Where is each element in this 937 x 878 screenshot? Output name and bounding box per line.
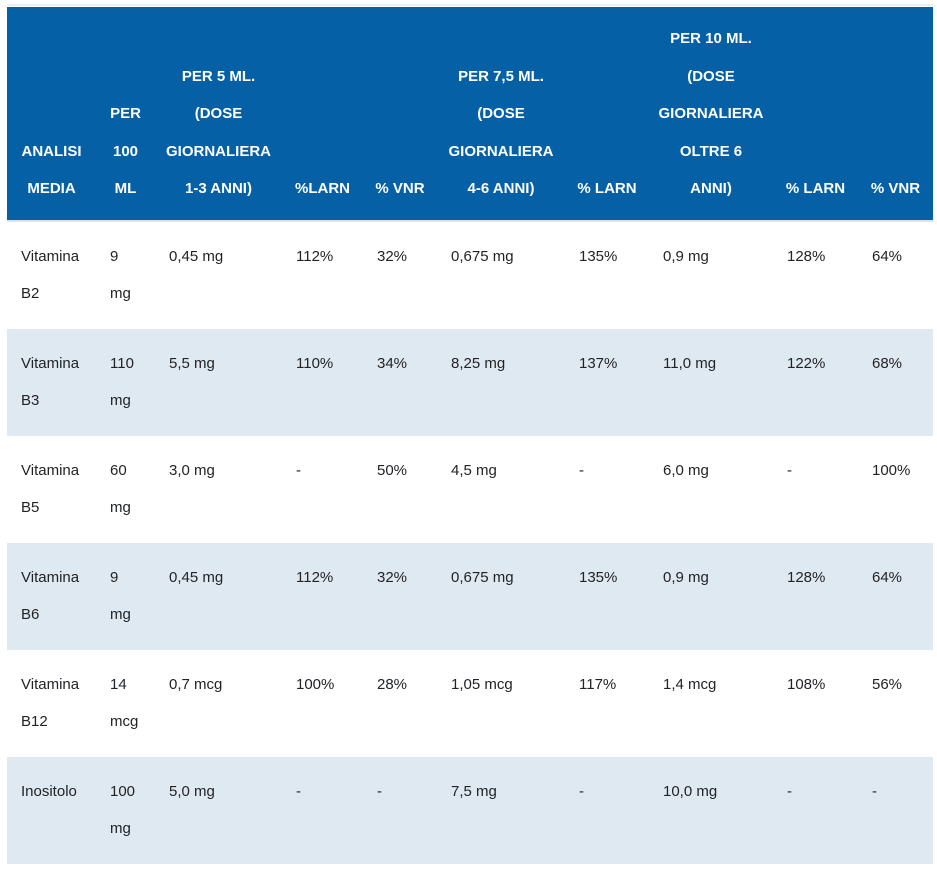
table-cell: 56% bbox=[872, 675, 903, 693]
table-cell: 64% bbox=[872, 247, 903, 265]
table-row-inositolo: Inositolo 100 mg 5,0 mg - - 7,5 mg - 10,… bbox=[7, 756, 933, 864]
table-cell: 108% bbox=[787, 675, 826, 693]
table-cell: 0,9 mg bbox=[663, 247, 709, 265]
table-cell: 0,9 mg bbox=[663, 568, 709, 586]
table-cell: 112% bbox=[296, 568, 334, 586]
table-cell: 28% bbox=[377, 675, 408, 693]
table-cell: Vitamina B3 bbox=[21, 354, 80, 410]
table-container: ANALISI MEDIA PER 100 ML PER 5 ML. (DOSE… bbox=[7, 4, 933, 864]
header-row: ANALISI MEDIA PER 100 ML PER 5 ML. (DOSE… bbox=[7, 7, 933, 222]
table-cell: 11,0 mg bbox=[663, 354, 717, 372]
table-cell: 7,5 mg bbox=[451, 782, 497, 800]
table-cell: 128% bbox=[787, 247, 826, 265]
table-cell: 64% bbox=[872, 568, 903, 586]
table-cell: Vitamina B5 bbox=[21, 461, 80, 517]
table-cell: 100% bbox=[872, 461, 911, 479]
table-cell: 100 mg bbox=[110, 782, 136, 838]
table-cell: - bbox=[296, 782, 301, 800]
table-cell: - bbox=[579, 782, 584, 800]
table-cell: 117% bbox=[579, 675, 617, 693]
table-cell: 122% bbox=[787, 354, 826, 372]
table-cell: 128% bbox=[787, 568, 826, 586]
table-cell: 68% bbox=[872, 354, 903, 372]
header-per-10-ml-dose-oltre-6-anni: PER 10 ML. (DOSE GIORNALIERA OLTRE 6 ANN… bbox=[649, 7, 773, 222]
header-larn-5ml: %LARN bbox=[282, 7, 363, 222]
table-cell: 0,45 mg bbox=[169, 568, 224, 586]
header-analisi-media: ANALISI MEDIA bbox=[7, 7, 96, 222]
table-cell: 0,675 mg bbox=[451, 247, 514, 265]
table-cell: 50% bbox=[377, 461, 408, 479]
table-cell: 9 mg bbox=[110, 568, 131, 624]
table-cell: 32% bbox=[377, 568, 408, 586]
table-header: ANALISI MEDIA PER 100 ML PER 5 ML. (DOSE… bbox=[7, 7, 933, 222]
table-cell: - bbox=[787, 782, 792, 800]
table-cell: Vitamina B2 bbox=[21, 247, 80, 303]
table-cell: 60 mg bbox=[110, 461, 131, 517]
header-larn-10ml: % LARN bbox=[773, 7, 858, 222]
table-cell: 1,4 mcg bbox=[663, 675, 717, 693]
table-cell: 3,0 mg bbox=[169, 461, 215, 479]
table-cell: 8,25 mg bbox=[451, 354, 506, 372]
table-cell: 9 mg bbox=[110, 247, 131, 303]
table-body: Vitamina B2 9 mg 0,45 mg 112% 32% 0,675 … bbox=[7, 220, 933, 864]
table-row-vitamina-b5: Vitamina B5 60 mg 3,0 mg - 50% 4,5 mg - … bbox=[7, 435, 933, 543]
table-row-vitamina-b3: Vitamina B3 110 mg 5,5 mg 110% 34% 8,25 … bbox=[7, 328, 933, 436]
table-cell: 137% bbox=[579, 354, 618, 372]
table-cell: 0,45 mg bbox=[169, 247, 224, 265]
table-cell: 32% bbox=[377, 247, 408, 265]
header-per-7-5-ml-dose-4-6-anni: PER 7,5 ML. (DOSE GIORNALIERA 4-6 ANNI) bbox=[437, 7, 565, 222]
table-row-vitamina-b6: Vitamina B6 9 mg 0,45 mg 112% 32% 0,675 … bbox=[7, 542, 933, 650]
table-cell: 110% bbox=[296, 354, 334, 372]
table-cell: 5,0 mg bbox=[169, 782, 215, 800]
table-cell: 6,0 mg bbox=[663, 461, 709, 479]
header-vnr-5ml: % VNR bbox=[363, 7, 437, 222]
table-cell: 14 mcg bbox=[110, 675, 139, 731]
table-cell: 135% bbox=[579, 247, 618, 265]
table-cell: Inositolo bbox=[21, 782, 77, 800]
table-cell: Vitamina B12 bbox=[21, 675, 80, 731]
header-larn-7-5ml: % LARN bbox=[565, 7, 649, 222]
table-cell: 4,5 mg bbox=[451, 461, 497, 479]
table-cell: 1,05 mcg bbox=[451, 675, 513, 693]
table-cell: - bbox=[787, 461, 792, 479]
table-row-vitamina-b12: Vitamina B12 14 mcg 0,7 mcg 100% 28% 1,0… bbox=[7, 649, 933, 757]
table-cell: 135% bbox=[579, 568, 618, 586]
table-cell: 110 mg bbox=[110, 354, 134, 410]
table-cell: 0,675 mg bbox=[451, 568, 514, 586]
table-cell: - bbox=[872, 782, 877, 800]
table-cell: Vitamina B6 bbox=[21, 568, 80, 624]
table-cell: - bbox=[296, 461, 301, 479]
table-cell: 34% bbox=[377, 354, 408, 372]
table-row-vitamina-b2: Vitamina B2 9 mg 0,45 mg 112% 32% 0,675 … bbox=[7, 220, 933, 329]
table-cell: 5,5 mg bbox=[169, 354, 215, 372]
table-cell: 112% bbox=[296, 247, 334, 265]
table-cell: - bbox=[377, 782, 382, 800]
table-cell: 0,7 mcg bbox=[169, 675, 223, 693]
nutrition-table: ANALISI MEDIA PER 100 ML PER 5 ML. (DOSE… bbox=[7, 7, 933, 864]
table-cell: - bbox=[579, 461, 584, 479]
table-cell: 10,0 mg bbox=[663, 782, 718, 800]
header-per-100-ml: PER 100 ML bbox=[96, 7, 155, 222]
header-vnr-10ml: % VNR bbox=[858, 7, 933, 222]
header-per-5-ml-dose-1-3-anni: PER 5 ML. (DOSE GIORNALIERA 1-3 ANNI) bbox=[155, 7, 282, 222]
table-cell: 100% bbox=[296, 675, 335, 693]
